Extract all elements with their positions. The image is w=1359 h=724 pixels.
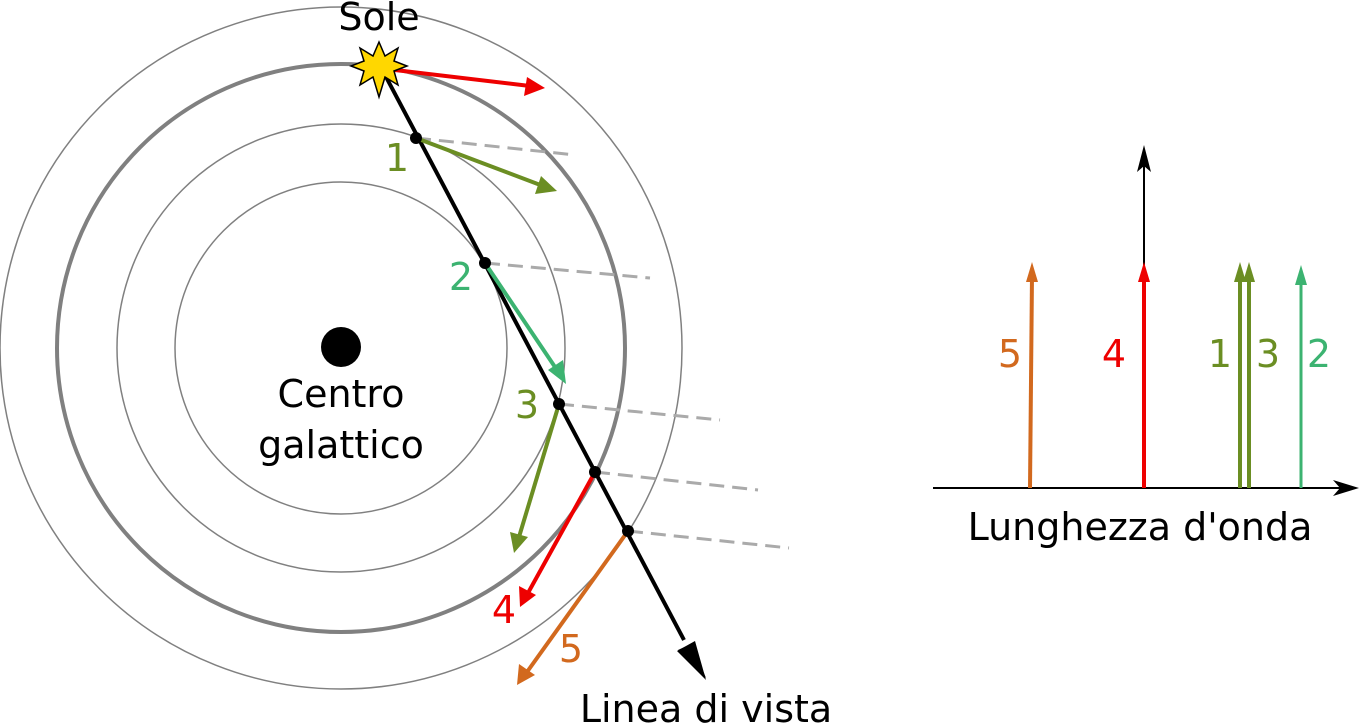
dashed-guide-2 — [484, 261, 651, 280]
velocity-arrow-4 — [526, 471, 597, 594]
point-labels: 1 2 3 4 5 — [385, 136, 583, 671]
point-label-2: 2 — [449, 255, 473, 299]
galactic-center-dot — [321, 327, 361, 367]
dashed-guide-5 — [627, 529, 790, 550]
spectral-label-4: 4 — [1102, 332, 1126, 376]
orbits — [0, 6, 683, 690]
line-of-sight-label: Linea di vista — [580, 687, 832, 724]
dashed-guide-3 — [558, 402, 721, 422]
wavelength-axis-label: Lunghezza d'onda — [968, 505, 1313, 549]
spectral-labels: 5 4 1 3 2 — [998, 332, 1331, 376]
point-label-3: 3 — [515, 383, 539, 427]
velocity-arrow-2 — [483, 261, 559, 372]
spectral-label-3: 3 — [1256, 332, 1280, 376]
sight-points — [410, 132, 634, 537]
galactic-center-label-line2: galattico — [258, 423, 424, 467]
orbit-inner — [174, 181, 508, 515]
point-label-5: 5 — [559, 627, 583, 671]
velocity-arrows — [394, 68, 630, 685]
velocity-arrow-5 — [525, 529, 630, 674]
point-label-1: 1 — [385, 136, 409, 180]
galactic-center-label-line1: Centro — [278, 372, 405, 416]
spectral-label-1: 1 — [1208, 332, 1232, 376]
velocity-arrow-3 — [517, 403, 561, 538]
point-label-4: 4 — [492, 588, 516, 632]
spectral-label-5: 5 — [998, 332, 1022, 376]
line-of-sight — [383, 74, 686, 641]
sun-icon — [348, 40, 410, 100]
dashed-guide-1 — [415, 136, 576, 157]
point-1 — [410, 132, 422, 144]
spectral-lines — [1026, 262, 1307, 489]
point-5 — [622, 525, 634, 537]
dashed-guide-4 — [594, 470, 759, 492]
orbit-outer — [0, 6, 683, 690]
point-3 — [553, 398, 565, 410]
sun-velocity-arrow — [394, 68, 531, 88]
spectral-line-5 — [1028, 274, 1034, 489]
point-2 — [479, 257, 491, 269]
orbit-solar — [55, 62, 627, 634]
spectrum-panel: Lunghezza d'onda 5 4 1 3 2 — [933, 145, 1359, 549]
spectral-label-2: 2 — [1307, 332, 1331, 376]
orbit-middle — [116, 123, 566, 573]
point-4 — [589, 466, 601, 478]
dashed-guides — [415, 136, 790, 550]
velocity-arrow-1 — [415, 136, 544, 188]
sun-label: Sole — [338, 0, 419, 39]
